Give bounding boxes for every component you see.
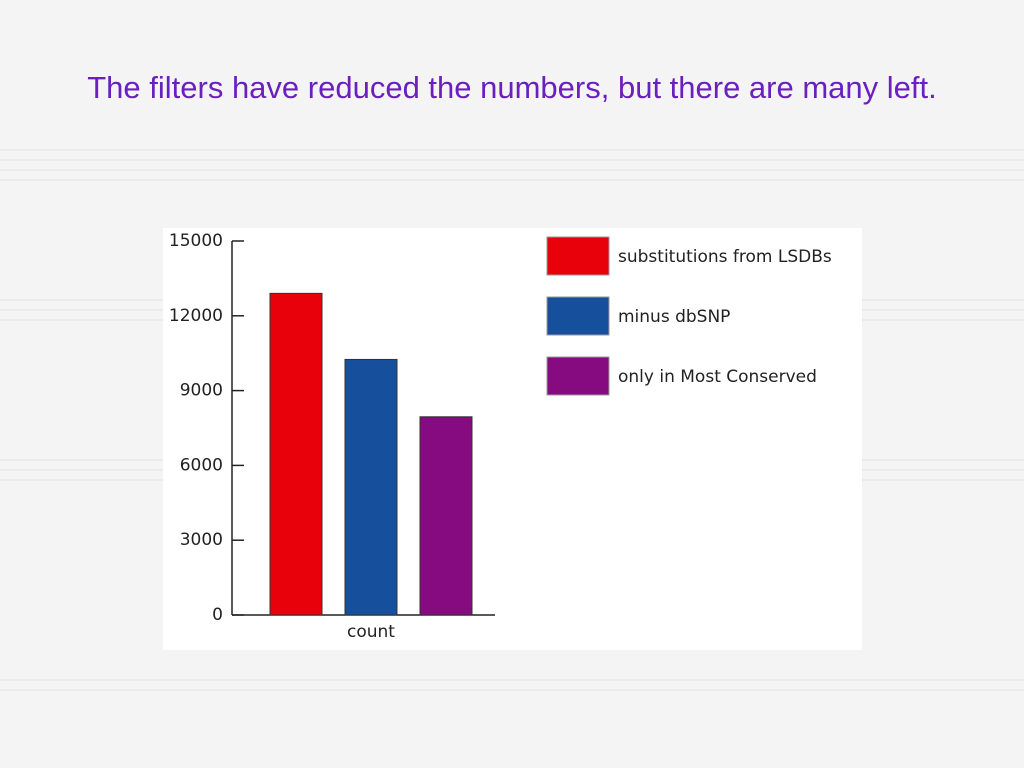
legend-swatch bbox=[546, 236, 610, 276]
bar bbox=[344, 358, 398, 616]
legend-label: only in Most Conserved bbox=[618, 367, 817, 387]
legend-label: minus dbSNP bbox=[618, 307, 730, 327]
chart-panel bbox=[163, 228, 862, 650]
y-tick-label: 6000 bbox=[180, 455, 223, 475]
legend-label: substitutions from LSDBs bbox=[618, 247, 832, 267]
legend-swatch bbox=[546, 356, 610, 396]
bar bbox=[419, 416, 473, 616]
y-tick-label: 12000 bbox=[169, 306, 223, 326]
y-tick-label: 15000 bbox=[169, 231, 223, 251]
x-tick-label: count bbox=[347, 622, 395, 642]
y-tick-label: 3000 bbox=[180, 530, 223, 550]
y-tick-label: 9000 bbox=[180, 381, 223, 401]
legend-swatch bbox=[546, 296, 610, 336]
chart-title: The filters have reduced the numbers, bu… bbox=[87, 70, 937, 105]
bar bbox=[269, 292, 323, 616]
y-tick-label: 0 bbox=[212, 605, 223, 625]
